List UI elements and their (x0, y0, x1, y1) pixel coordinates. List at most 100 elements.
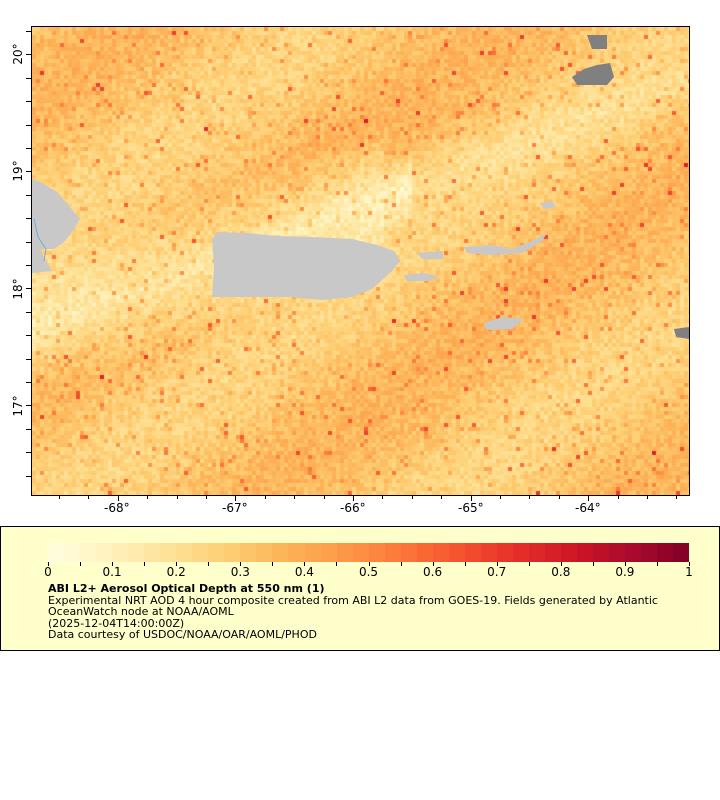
colorbar-swatch (609, 543, 626, 562)
colorbar-label: 1 (685, 565, 693, 579)
lon-tick (441, 495, 442, 499)
lat-tick (26, 288, 31, 289)
colorbar-swatch (128, 543, 145, 562)
colorbar-tick (400, 562, 402, 566)
lon-tick (177, 495, 178, 499)
colorbar-swatch (593, 543, 610, 562)
lon-tick-label: -66° (340, 501, 366, 515)
colorbar-swatch (448, 543, 465, 562)
colorbar-swatch (304, 543, 321, 562)
colorbar-tick (48, 562, 49, 566)
colorbar-tick (528, 562, 530, 566)
lon-tick (118, 495, 119, 501)
colorbar-swatch (464, 543, 481, 562)
lon-tick (59, 495, 60, 499)
colorbar-label: 0.6 (423, 565, 443, 579)
lat-tick (26, 31, 31, 32)
colorbar-tick (656, 562, 658, 566)
lon-tick (647, 495, 648, 499)
lat-tick (26, 359, 31, 360)
colorbar-label: 0.4 (294, 565, 314, 579)
colorbar-swatch (272, 543, 289, 562)
lon-tick (618, 495, 619, 499)
lat-tick (26, 265, 31, 266)
colorbar-label: 0.7 (487, 565, 507, 579)
lat-tick (26, 405, 31, 406)
st-croix-land (484, 317, 524, 330)
legend-line: OceanWatch node at NOAA/AOML (48, 605, 234, 618)
lat-tick (26, 429, 31, 430)
lon-tick-label: -68° (104, 501, 130, 515)
colorbar-swatch (256, 543, 273, 562)
colorbar (48, 543, 690, 562)
colorbar-swatch (577, 543, 594, 562)
colorbar-tick (368, 562, 370, 566)
colorbar-swatch (48, 543, 65, 562)
colorbar-swatch (625, 543, 642, 562)
lat-tick (26, 312, 31, 313)
lat-tick (26, 54, 31, 55)
colorbar-tick (176, 562, 178, 566)
legend-panel: 0 0.1 0.2 0.3 0.4 0.5 0.6 0.7 0.8 0.9 1 ABI L2+ Ae… (0, 526, 720, 651)
colorbar-swatch (368, 543, 385, 562)
colorbar-tick (336, 562, 338, 566)
lat-tick (26, 171, 31, 172)
lat-tick (26, 78, 31, 79)
puerto-rico-land (212, 232, 400, 300)
colorbar-label: 0.1 (102, 565, 122, 579)
colorbar-swatch (192, 543, 209, 562)
colorbar-swatch (657, 543, 674, 562)
lon-tick (471, 495, 472, 501)
lon-tick (235, 495, 236, 501)
lon-tick (588, 495, 589, 501)
colorbar-tick (304, 562, 306, 566)
lon-tick-label: -67° (222, 501, 248, 515)
lat-tick (26, 476, 31, 477)
vieques-land (404, 273, 440, 281)
colorbar-swatch (673, 543, 690, 562)
colorbar-swatch (208, 543, 225, 562)
lat-tick (26, 335, 31, 336)
colorbar-tick (240, 562, 242, 566)
colorbar-label: 0.9 (615, 565, 635, 579)
colorbar-label: 0.3 (230, 565, 250, 579)
lat-tick (26, 452, 31, 453)
colorbar-swatch (144, 543, 161, 562)
lat-tick-label: 17° (11, 395, 25, 417)
colorbar-tick (144, 562, 146, 566)
colorbar-tick (592, 562, 594, 566)
colorbar-swatch (496, 543, 513, 562)
lon-tick-label: -65° (458, 501, 484, 515)
colorbar-tick (496, 562, 498, 566)
colorbar-tick (624, 562, 626, 566)
colorbar-swatch (80, 543, 97, 562)
lon-tick-label: -64° (575, 501, 601, 515)
colorbar-swatch (240, 543, 257, 562)
colorbar-swatch (288, 543, 305, 562)
lon-tick (382, 495, 383, 499)
lon-tick (294, 495, 295, 499)
legend-line: Experimental NRT AOD 4 hour composite cr… (48, 593, 658, 607)
lon-tick (265, 495, 266, 499)
colorbar-swatch (336, 543, 353, 562)
colorbar-swatch (480, 543, 497, 562)
land-mask (32, 35, 689, 339)
lon-tick (88, 495, 89, 499)
colorbar-tick (272, 562, 274, 566)
hispaniola-land (32, 179, 80, 273)
colorbar-swatch (224, 543, 241, 562)
colorbar-swatch (561, 543, 578, 562)
lat-tick (26, 242, 31, 243)
colorbar-swatch (512, 543, 529, 562)
culebra-land (417, 251, 444, 259)
missing-data-patch (572, 63, 614, 85)
colorbar-label: 0 (44, 565, 52, 579)
colorbar-tick (208, 562, 210, 566)
aod-map (31, 26, 690, 496)
lat-tick-label: 20° (11, 43, 25, 65)
colorbar-swatch (528, 543, 545, 562)
lat-tick-label: 18° (11, 278, 25, 300)
colorbar-swatch (384, 543, 401, 562)
colorbar-swatch (416, 543, 433, 562)
colorbar-swatch (320, 543, 337, 562)
